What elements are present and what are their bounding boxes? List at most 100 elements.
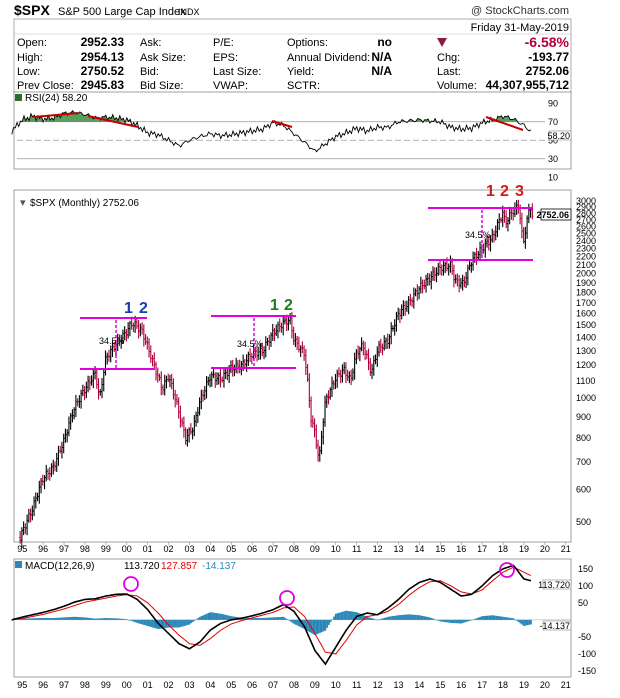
x-tick-label: 10	[331, 544, 341, 554]
wave-label-2-2007: 2	[284, 297, 293, 314]
price-y-tick: 600	[576, 484, 591, 494]
x-tick-label: 17	[477, 544, 487, 554]
macd-hist-bar	[498, 616, 501, 620]
macd-hist-bar	[19, 618, 22, 620]
macd-hist-bar	[479, 616, 482, 620]
macd-hist-bar	[366, 616, 369, 620]
x-tick-label: 13	[394, 544, 404, 554]
macd-hist-bar	[143, 619, 146, 625]
macd-hist-bar	[373, 618, 376, 620]
macd-hist-bar	[319, 619, 322, 633]
macd-hist-bar	[87, 617, 90, 620]
macd-hist-bar	[47, 618, 50, 620]
macd-hist-bar	[96, 618, 99, 620]
macd-hist-bar	[195, 619, 198, 620]
macd-hist-bar	[151, 619, 154, 628]
rsi-title: RSI(24) 58.20	[25, 93, 88, 104]
price-y-tick: 2900	[576, 202, 596, 212]
macd-y-tick: 100	[578, 581, 593, 591]
macd-hist-bar	[387, 616, 389, 620]
yield-value: N/A	[371, 64, 392, 78]
pe-label: P/E:	[213, 37, 234, 49]
rsi-trendline-3	[271, 120, 293, 128]
price-legend-icon: ▾	[20, 197, 26, 209]
macd-hist-bar	[502, 616, 504, 620]
macd-hist-bar	[343, 611, 346, 620]
macd-hist-bar	[199, 616, 201, 620]
macd-hist-bar	[120, 618, 123, 620]
macd-hist-bar	[442, 619, 445, 622]
macd-hist-bar	[441, 619, 443, 622]
macd-hist-bar	[331, 619, 334, 620]
macd-hist-bar	[484, 615, 487, 620]
macd-hist-bar	[427, 617, 430, 620]
x-tick-label: 18	[498, 680, 508, 690]
rsi-legend-swatch	[15, 94, 22, 101]
macd-hist-bar	[505, 617, 508, 620]
macd-hist-bar	[333, 616, 335, 620]
macd-hist-bar	[31, 618, 34, 620]
macd-hist-bar	[408, 614, 410, 620]
macd-hist-bar	[205, 613, 208, 620]
macd-hist-bar	[185, 619, 187, 626]
macd-hist-bar	[519, 619, 522, 624]
pct-label-2007: 34.5%	[237, 339, 263, 349]
macd-hist-bar	[413, 614, 416, 620]
macd-hist-bar	[162, 619, 165, 629]
x-tick-label: 95	[17, 680, 27, 690]
exchange-label: INDX	[178, 7, 200, 17]
macd-hist-bar	[52, 618, 55, 620]
macd-hist-bar	[404, 614, 407, 620]
macd-y-tick: -50	[578, 632, 591, 642]
x-tick-label: 96	[38, 680, 48, 690]
price-panel: ▾ $SPX (Monthly) 2752.06 300029002800270…	[13, 183, 596, 554]
x-tick-label: 98	[80, 544, 90, 554]
macd-hist-bar	[350, 611, 353, 620]
macd-hist-bar	[496, 616, 499, 620]
macd-hist-bar	[43, 618, 46, 620]
macd-hist-bar	[392, 616, 395, 620]
macd-hist-bar	[503, 617, 506, 620]
macd-hist-bar	[33, 618, 36, 620]
macd-hist-bar	[374, 619, 377, 620]
macd-hist-bar	[385, 617, 388, 620]
macd-hist-bar	[106, 618, 109, 620]
macd-signal-line	[11, 566, 532, 655]
macd-hist-bar	[80, 617, 83, 620]
macd-hist-bar	[291, 619, 294, 623]
macd-hist-bar	[188, 619, 191, 625]
x-tick-label: 08	[289, 544, 299, 554]
wave-label-1-2000: 1	[124, 300, 133, 317]
macd-hist-bar	[293, 619, 295, 624]
x-tick-label: 21	[561, 680, 571, 690]
wave-label-1-2018: 1	[486, 183, 495, 200]
macd-hist-bar	[362, 615, 365, 620]
macd-hist-bar	[218, 613, 220, 620]
macd-hist-bar	[78, 617, 81, 620]
macd-cross-circle-2019	[499, 562, 515, 578]
x-tick-label: 04	[205, 544, 215, 554]
macd-hist-bar	[212, 612, 215, 620]
x-tick-label: 15	[435, 680, 445, 690]
dividend-value: N/A	[371, 50, 392, 64]
x-tick-label: 11	[352, 544, 361, 554]
macd-hist-bar	[435, 619, 438, 621]
macd-hist-bar	[176, 619, 179, 628]
macd-lines	[11, 564, 532, 666]
price-y-tick: 2800	[576, 208, 596, 218]
macd-hist-bar	[21, 618, 24, 620]
down-arrow-icon	[437, 38, 447, 47]
macd-hist-bar	[495, 615, 497, 620]
macd-hist-bar	[35, 618, 38, 620]
macd-hist-bar	[42, 618, 45, 620]
macd-hist-bar	[437, 619, 440, 621]
x-tick-label: 00	[122, 544, 132, 554]
rsi-trendline-1	[33, 112, 79, 118]
rsi-y-tick: 70	[548, 117, 558, 127]
macd-hist-bar	[146, 619, 149, 626]
macd-hist-bar	[462, 619, 464, 623]
macd-hist-bar	[197, 618, 200, 620]
macd-hist-bar	[510, 618, 513, 620]
macd-hist-bar	[192, 619, 194, 622]
macd-hist-bar	[263, 617, 266, 620]
